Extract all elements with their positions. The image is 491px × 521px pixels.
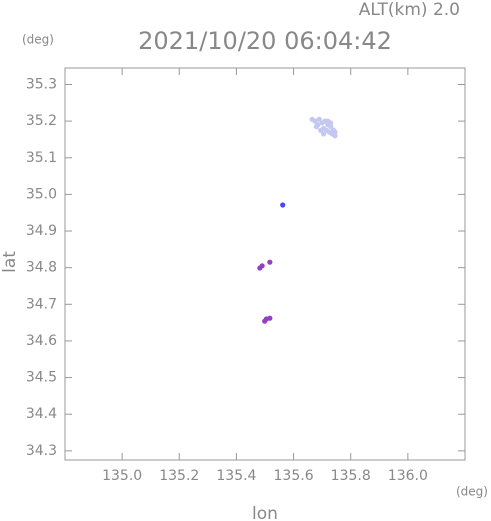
y-tick-label: 35.3 bbox=[26, 76, 57, 92]
x-tick-label: 135.8 bbox=[331, 468, 371, 484]
point bbox=[267, 259, 273, 265]
x-tick-label: 135.2 bbox=[159, 468, 199, 484]
point bbox=[328, 120, 334, 126]
x-tick-label: 135.4 bbox=[216, 468, 256, 484]
x-tick-label: 135.6 bbox=[274, 468, 314, 484]
point bbox=[267, 315, 273, 321]
y-unit: (deg) bbox=[22, 33, 54, 47]
y-tick-label: 34.7 bbox=[26, 296, 57, 312]
x-axis-title: lon bbox=[252, 504, 278, 521]
y-tick-label: 34.6 bbox=[26, 333, 57, 349]
y-axis-title: lat bbox=[0, 251, 20, 273]
chart-title: 2021/10/20 06:04:42 bbox=[138, 27, 392, 55]
y-tick-label: 34.4 bbox=[26, 406, 57, 422]
point bbox=[259, 263, 265, 269]
point bbox=[332, 129, 338, 135]
y-tick-label: 34.9 bbox=[26, 223, 57, 239]
point bbox=[316, 116, 322, 122]
y-tick-label: 34.8 bbox=[26, 260, 57, 276]
y-tick-label: 35.0 bbox=[26, 186, 57, 202]
y-tick-label: 35.2 bbox=[26, 113, 57, 129]
y-tick-label: 34.5 bbox=[26, 370, 57, 386]
point bbox=[280, 202, 286, 208]
plot-frame bbox=[64, 67, 466, 461]
point bbox=[313, 124, 320, 130]
x-unit: (deg) bbox=[456, 485, 488, 499]
x-tick-label: 135.0 bbox=[102, 468, 142, 484]
point bbox=[328, 124, 334, 130]
x-tick-label: 136.0 bbox=[388, 468, 428, 484]
y-tick-label: 35.1 bbox=[26, 150, 57, 166]
point bbox=[312, 118, 318, 124]
y-tick-label: 34.3 bbox=[26, 443, 57, 459]
point bbox=[320, 131, 327, 137]
point bbox=[332, 133, 338, 139]
point bbox=[318, 127, 324, 133]
chart-subtitle: ALT(km) 2.0 bbox=[359, 0, 460, 20]
